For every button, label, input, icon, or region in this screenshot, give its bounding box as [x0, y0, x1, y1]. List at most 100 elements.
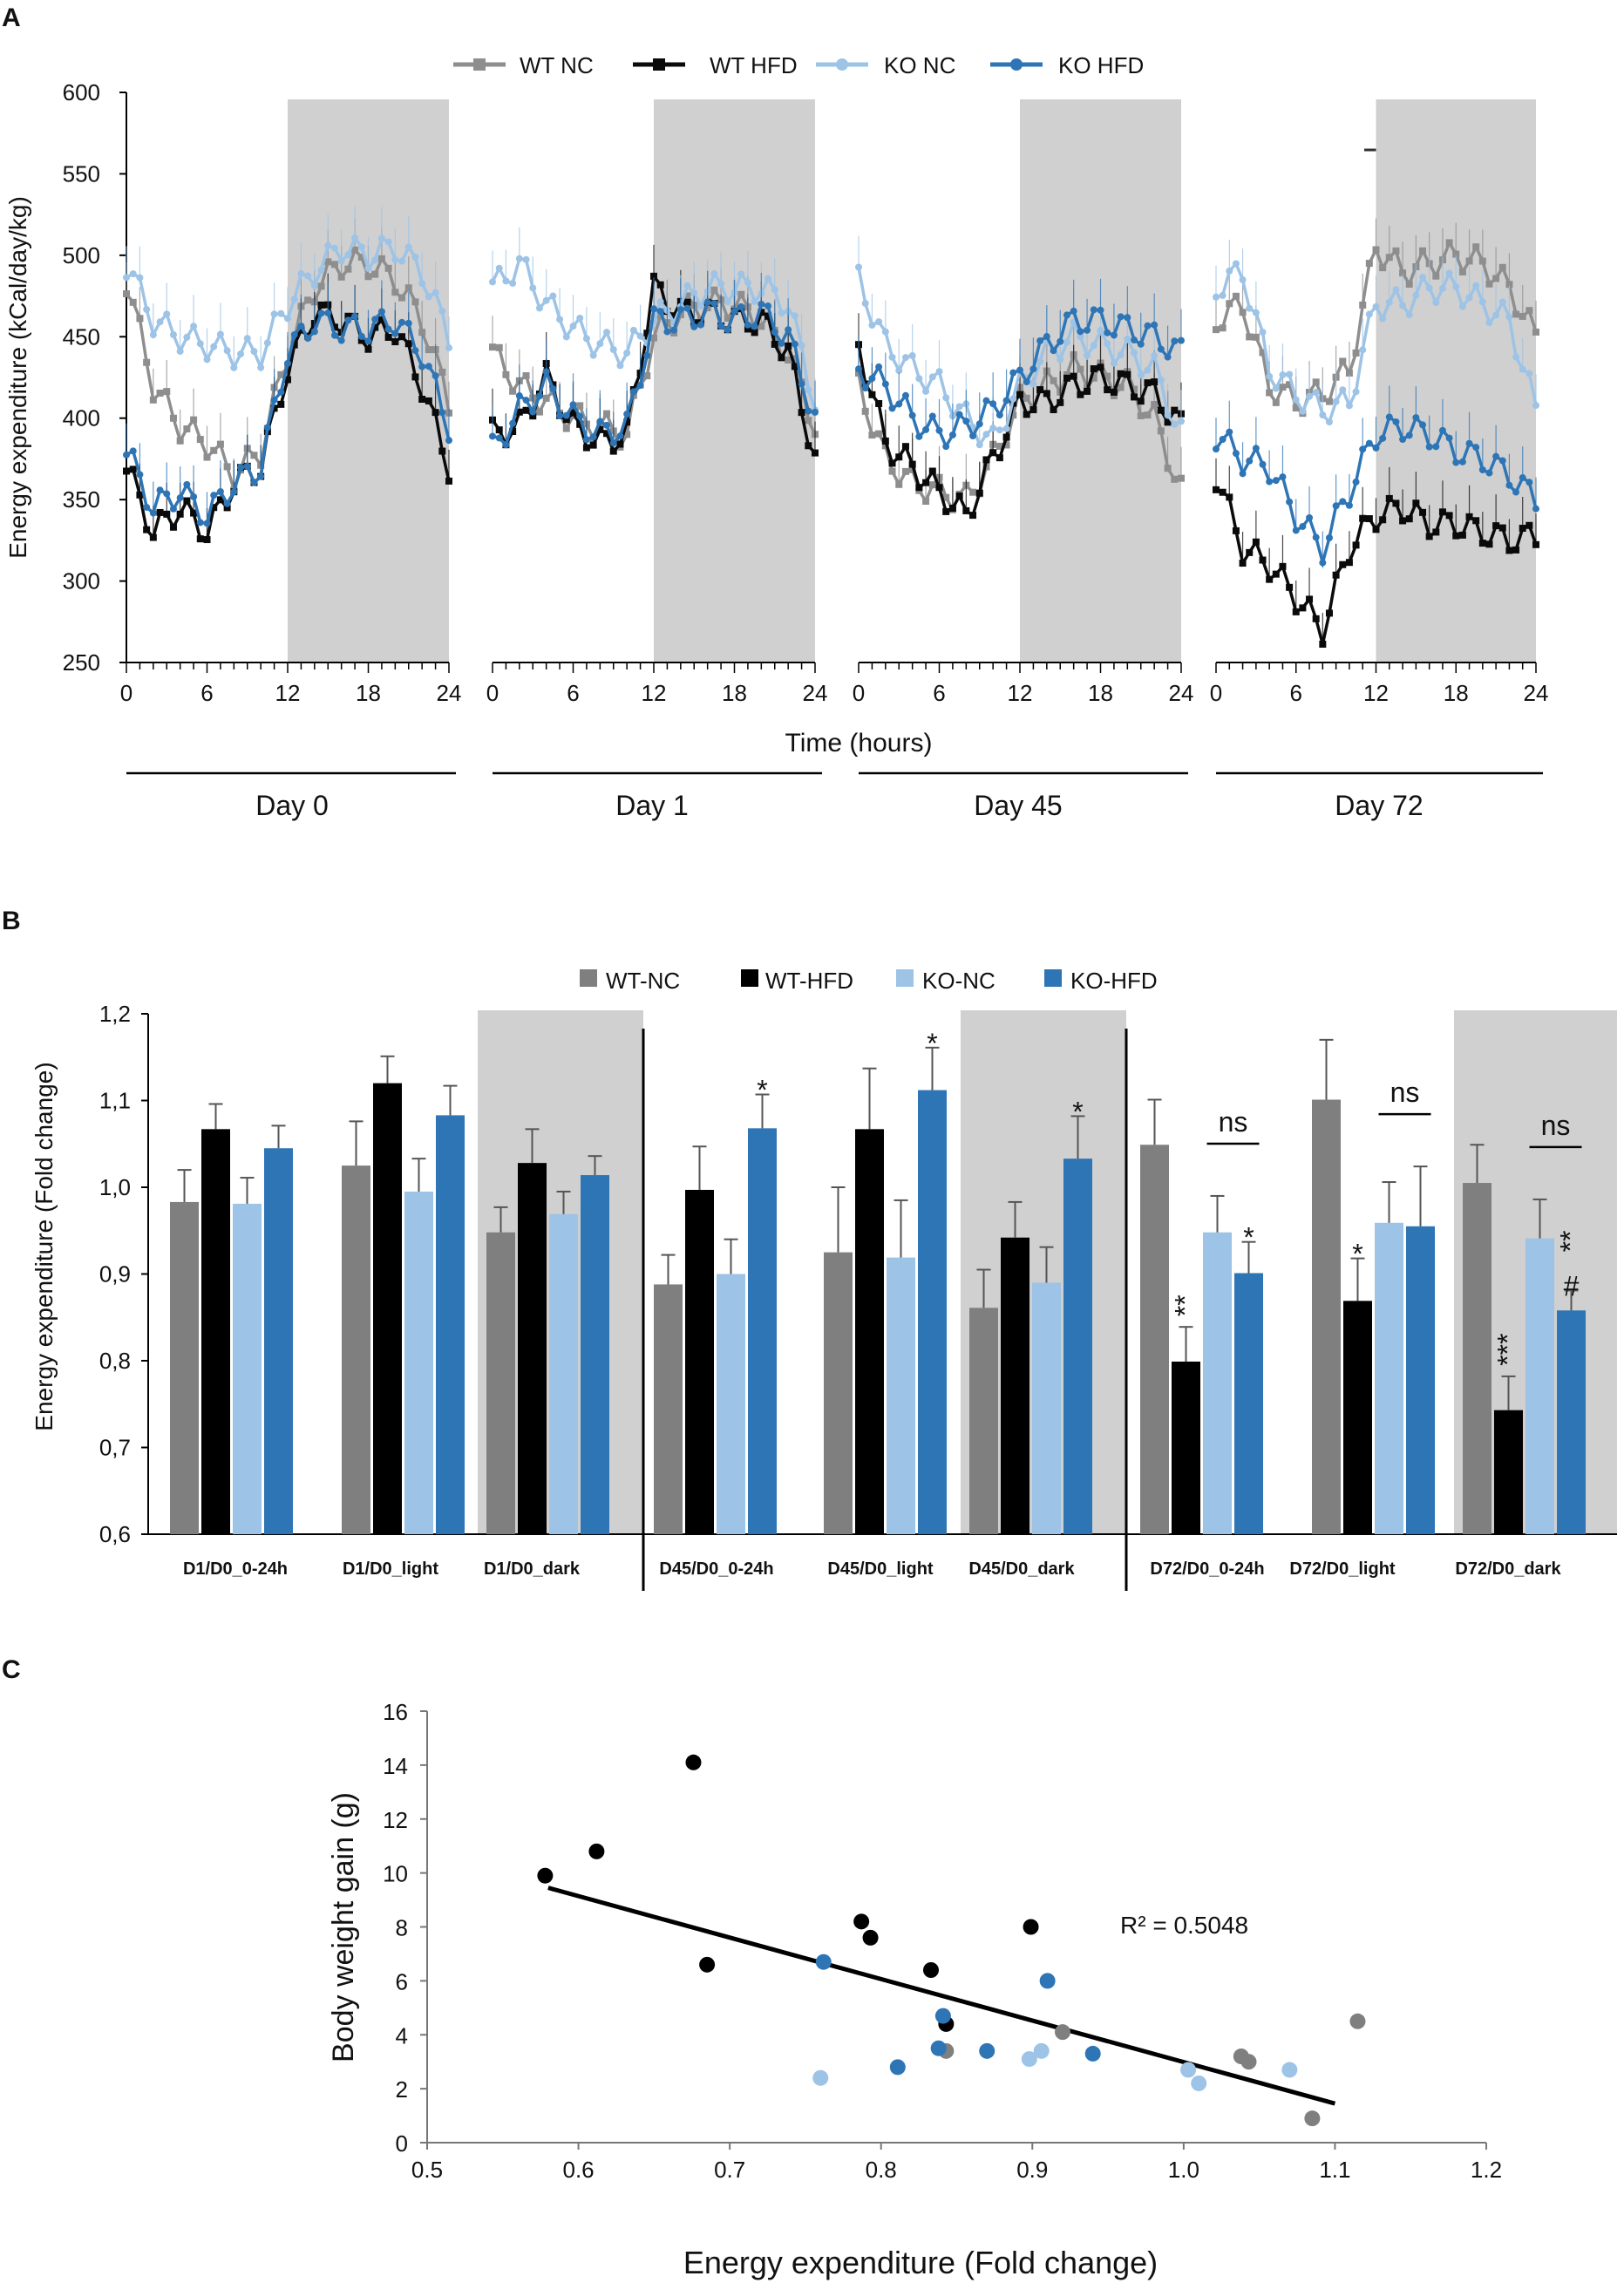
- data-point: [1379, 315, 1387, 323]
- data-point: [1151, 321, 1159, 329]
- data-point: [1319, 559, 1327, 567]
- data-point: [1445, 269, 1453, 277]
- data-point: [1009, 395, 1017, 403]
- data-point: [1226, 300, 1233, 308]
- data-point: [509, 419, 517, 427]
- bar-group-d1-d0-dark: D1/D0_dark: [484, 1128, 609, 1579]
- data-point: [371, 323, 379, 331]
- data-point: [223, 499, 231, 507]
- data-point: [1252, 538, 1260, 546]
- data-point: [330, 331, 338, 339]
- data-point: [1325, 609, 1333, 617]
- data-point: [169, 523, 177, 531]
- legend-label-ko-nc: KO NC: [884, 52, 955, 78]
- data-point: [304, 296, 312, 304]
- data-point: [1226, 267, 1233, 275]
- data-point: [812, 449, 819, 457]
- data-point: [284, 376, 291, 384]
- data-point: [1157, 427, 1165, 435]
- data-point: [344, 316, 352, 324]
- data-point: [1472, 282, 1480, 289]
- category-label: D1/D0_dark: [484, 1559, 581, 1579]
- data-point: [1124, 370, 1131, 378]
- bar-ko-hfd: [581, 1175, 609, 1534]
- data-point: [210, 446, 218, 454]
- data-point: [1124, 314, 1131, 322]
- data-point: [908, 352, 916, 360]
- data-point: [404, 284, 412, 292]
- data-point: [522, 255, 530, 263]
- data-point: [989, 449, 997, 457]
- data-point: [149, 396, 157, 404]
- data-point: [257, 472, 265, 480]
- category-label: D72/D0_0-24h: [1150, 1559, 1264, 1579]
- bar-ko-hfd: [748, 1128, 777, 1534]
- data-point: [1036, 386, 1044, 394]
- category-label: D45/D0_light: [827, 1559, 933, 1579]
- data-point: [1458, 268, 1466, 275]
- data-point: [1077, 333, 1084, 341]
- data-point: [1266, 478, 1274, 486]
- panel-a-x-tick-label: 0: [1210, 680, 1222, 706]
- data-point: [1232, 292, 1240, 300]
- data-point: [995, 454, 1003, 462]
- significance-label: *: [1352, 1239, 1362, 1270]
- scatter-point: [685, 1754, 702, 1770]
- data-point: [643, 330, 651, 337]
- panel-a-x-tick-label: 24: [1524, 680, 1549, 706]
- data-point: [1232, 527, 1240, 534]
- data-point: [1029, 406, 1037, 414]
- data-point: [888, 459, 896, 467]
- data-point: [650, 305, 657, 313]
- data-point: [969, 488, 977, 496]
- bar-ko-hfd: [1406, 1226, 1435, 1534]
- data-point: [737, 302, 745, 310]
- data-point: [1312, 388, 1320, 396]
- data-point: [398, 257, 406, 265]
- data-point: [935, 368, 943, 376]
- data-point: [915, 432, 923, 440]
- data-point: [1002, 441, 1010, 449]
- data-point: [942, 394, 950, 402]
- data-point: [609, 346, 617, 354]
- data-point: [623, 431, 631, 438]
- data-point: [398, 294, 406, 302]
- data-point: [710, 300, 718, 308]
- data-point: [1385, 494, 1393, 502]
- data-point: [703, 298, 711, 306]
- data-point: [377, 316, 385, 323]
- data-point: [703, 304, 711, 312]
- data-point: [183, 425, 191, 433]
- legend-marker-ko-hfd: [1010, 58, 1023, 71]
- data-point: [1084, 387, 1091, 395]
- data-point: [1063, 338, 1070, 346]
- data-point: [398, 318, 406, 326]
- data-point: [676, 311, 684, 319]
- data-point: [495, 426, 503, 434]
- panel-a-y-tick-label: 250: [63, 649, 100, 676]
- data-point: [1117, 313, 1125, 321]
- data-point: [297, 269, 305, 277]
- panel-a-x-tick-label: 24: [803, 680, 828, 706]
- data-point: [1151, 351, 1159, 359]
- panel-c-y-tick-label: 8: [396, 1915, 408, 1941]
- data-point: [529, 408, 537, 416]
- data-point: [129, 270, 137, 278]
- data-point: [1532, 540, 1539, 548]
- data-point: [136, 315, 144, 323]
- data-point: [798, 409, 805, 417]
- data-point: [778, 339, 785, 347]
- data-point: [425, 346, 432, 354]
- data-point: [1299, 604, 1307, 612]
- data-point: [589, 351, 597, 359]
- data-point: [1452, 282, 1460, 290]
- data-point: [149, 509, 157, 517]
- panel-c-y-label: Body weight gain (g): [327, 1792, 360, 2062]
- data-point: [1090, 365, 1097, 373]
- data-point: [861, 407, 869, 415]
- data-point: [317, 266, 325, 274]
- panel-b-y-tick-label: 0,9: [99, 1261, 131, 1288]
- panel-c-x-tick-label: 1.1: [1319, 2157, 1350, 2183]
- data-point: [1144, 411, 1152, 419]
- data-point: [297, 322, 305, 330]
